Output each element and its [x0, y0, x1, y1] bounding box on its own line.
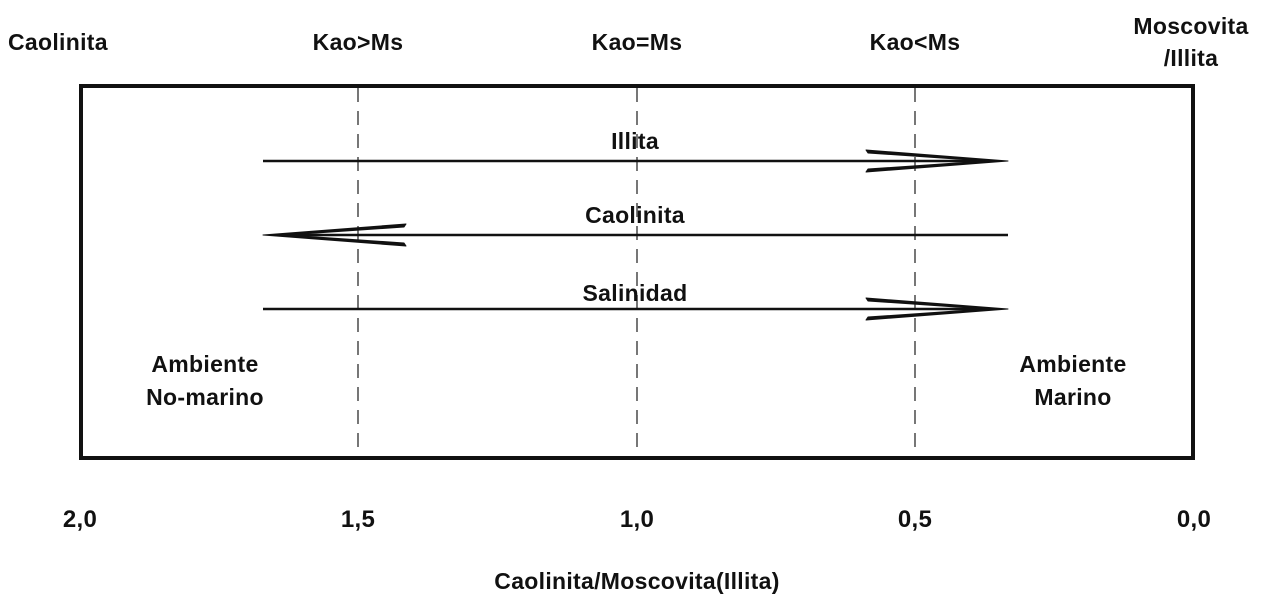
arrow-label-illita: Illita	[611, 128, 659, 154]
label-kao-gt-ms: Kao>Ms	[312, 29, 404, 55]
salinidad-arrow	[263, 297, 1009, 321]
illita-arrowhead	[865, 149, 1009, 173]
tick-label-0-0: 0,0	[1176, 506, 1212, 533]
label-kao-eq-ms: Kao=Ms	[591, 29, 683, 55]
caolinita-arrowhead	[262, 223, 407, 247]
label-caolinita-top: Caolinita	[8, 29, 108, 55]
label-ambiente-marino-line1: Ambiente	[1019, 351, 1127, 377]
label-moscovita-line2: /Illita	[1163, 45, 1219, 71]
tick-label-1-5: 1,5	[340, 506, 376, 533]
label-ambiente-marino-line2: Marino	[1034, 384, 1112, 410]
tick-label-0-5: 0,5	[897, 506, 933, 533]
label-kao-lt-ms: Kao<Ms	[869, 29, 961, 55]
label-moscovita-line1: Moscovita	[1133, 13, 1249, 39]
axis-label: Caolinita/Moscovita(Illita)	[494, 568, 780, 594]
tick-label-1-0: 1,0	[619, 506, 655, 533]
tick-label-2-0: 2,0	[62, 506, 98, 533]
label-ambiente-no-marino-line1: Ambiente	[151, 351, 259, 377]
caolinita-arrow	[262, 223, 1008, 247]
arrow-label-caolinita: Caolinita	[585, 202, 685, 228]
label-ambiente-no-marino-line2: No-marino	[146, 384, 264, 410]
arrow-label-salinidad: Salinidad	[582, 280, 688, 306]
diagram-frame	[79, 84, 1195, 460]
salinidad-arrowhead	[865, 297, 1009, 321]
illita-arrow	[263, 149, 1009, 173]
